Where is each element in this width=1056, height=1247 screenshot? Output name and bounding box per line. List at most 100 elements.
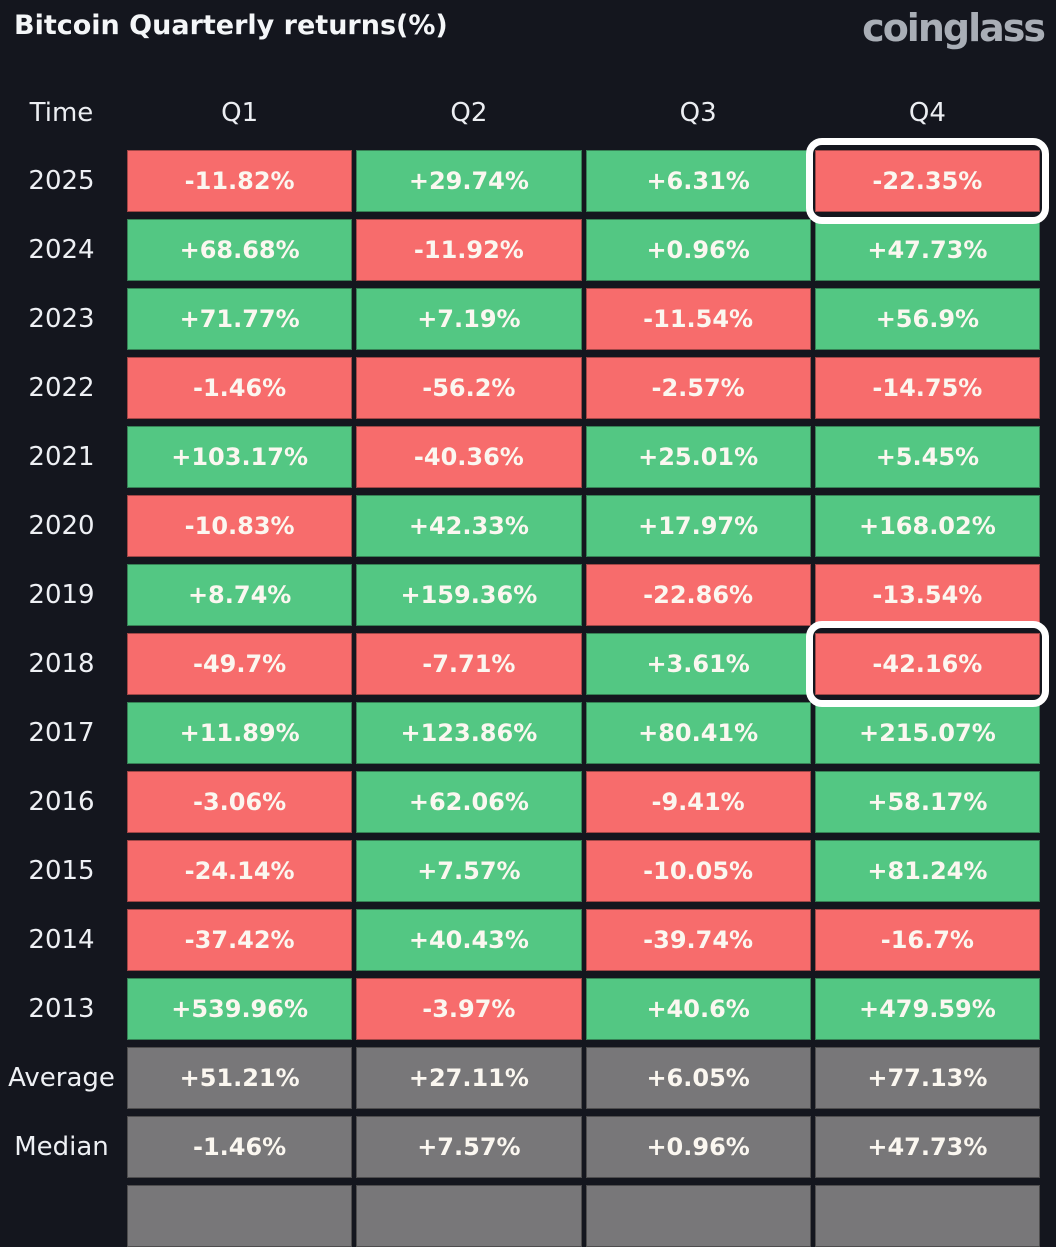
table-row-2025: 2025 -11.82% +29.74% +6.31% -22.35% xyxy=(0,138,1049,224)
cell-2014-q2: +40.43% xyxy=(356,909,582,971)
cell-partial-q3 xyxy=(585,1185,811,1247)
cell-average-q1: +51.21% xyxy=(127,1047,353,1109)
row-label: 2019 xyxy=(28,580,95,610)
cell-2020-q2: +42.33% xyxy=(356,495,582,557)
cell-partial-q1 xyxy=(127,1185,353,1247)
cell-2023-q4: +56.9% xyxy=(814,288,1040,350)
cell-2023-q1: +71.77% xyxy=(127,288,353,350)
highlight-ring xyxy=(805,138,1049,224)
col-header-time: Time xyxy=(29,98,94,128)
cell-2016-q2: +62.06% xyxy=(356,771,582,833)
cell-average-q4: +77.13% xyxy=(814,1047,1040,1109)
row-label: 2020 xyxy=(28,511,95,541)
cell-2020-q4: +168.02% xyxy=(814,495,1040,557)
highlight-ring xyxy=(805,621,1049,707)
table-header-row: Time Q1 Q2 Q3 Q4 xyxy=(0,96,1040,130)
cell-2017-q4: +215.07% xyxy=(814,702,1040,764)
cell-2022-q1: -1.46% xyxy=(127,357,353,419)
table-row-2023: 2023 +71.77% +7.19% -11.54% +56.9% xyxy=(0,288,1040,350)
cell-2017-q3: +80.41% xyxy=(585,702,811,764)
cell-2014-q1: -37.42% xyxy=(127,909,353,971)
cell-2021-q4: +5.45% xyxy=(814,426,1040,488)
row-label: 2023 xyxy=(28,304,95,334)
coinglass-logo[interactable]: coinglass xyxy=(862,6,1046,50)
cell-2017-q1: +11.89% xyxy=(127,702,353,764)
table-row-partial xyxy=(0,1185,1040,1247)
col-header-q3: Q3 xyxy=(679,98,717,128)
cell-2013-q1: +539.96% xyxy=(127,978,353,1040)
cell-2019-q1: +8.74% xyxy=(127,564,353,626)
cell-average-q2: +27.11% xyxy=(356,1047,582,1109)
cell-median-q2: +7.57% xyxy=(356,1116,582,1178)
cell-median-q1: -1.46% xyxy=(127,1116,353,1178)
cell-2023-q3: -11.54% xyxy=(585,288,811,350)
row-label: 2016 xyxy=(28,787,95,817)
cell-2024-q2: -11.92% xyxy=(356,219,582,281)
cell-2017-q2: +123.86% xyxy=(356,702,582,764)
cell-2022-q4: -14.75% xyxy=(814,357,1040,419)
table-row-2021: 2021 +103.17% -40.36% +25.01% +5.45% xyxy=(0,426,1040,488)
cell-median-q3: +0.96% xyxy=(585,1116,811,1178)
row-label: 2025 xyxy=(28,166,95,196)
table-row-2017: 2017 +11.89% +123.86% +80.41% +215.07% xyxy=(0,702,1040,764)
cell-2021-q2: -40.36% xyxy=(356,426,582,488)
page-title: Bitcoin Quarterly returns(%) xyxy=(14,10,448,41)
cell-2016-q4: +58.17% xyxy=(814,771,1040,833)
cell-2022-q2: -56.2% xyxy=(356,357,582,419)
cell-2018-q1: -49.7% xyxy=(127,633,353,695)
row-label: 2014 xyxy=(28,925,95,955)
cell-2013-q2: -3.97% xyxy=(356,978,582,1040)
table-row-2014: 2014 -37.42% +40.43% -39.74% -16.7% xyxy=(0,909,1040,971)
cell-2014-q3: -39.74% xyxy=(585,909,811,971)
cell-2020-q1: -10.83% xyxy=(127,495,353,557)
table-row-2024: 2024 +68.68% -11.92% +0.96% +47.73% xyxy=(0,219,1040,281)
table-row-average: Average +51.21% +27.11% +6.05% +77.13% xyxy=(0,1047,1040,1109)
row-label: Median xyxy=(14,1132,109,1162)
cell-2019-q4: -13.54% xyxy=(814,564,1040,626)
row-label: Average xyxy=(8,1063,115,1093)
cell-2019-q2: +159.36% xyxy=(356,564,582,626)
cell-2019-q3: -22.86% xyxy=(585,564,811,626)
cell-2024-q1: +68.68% xyxy=(127,219,353,281)
cell-2021-q3: +25.01% xyxy=(585,426,811,488)
table-row-2020: 2020 -10.83% +42.33% +17.97% +168.02% xyxy=(0,495,1040,557)
col-header-q2: Q2 xyxy=(450,98,488,128)
row-label: 2022 xyxy=(28,373,95,403)
quarterly-returns-table: Time Q1 Q2 Q3 Q4 2025 -11.82% +29.74% +6.31% -22… xyxy=(0,96,1049,1247)
cell-average-q3: +6.05% xyxy=(585,1047,811,1109)
row-label: 2017 xyxy=(28,718,95,748)
cell-2013-q4: +479.59% xyxy=(814,978,1040,1040)
cell-2025-q3: +6.31% xyxy=(585,150,811,212)
cell-partial-q2 xyxy=(356,1185,582,1247)
table-row-2016: 2016 -3.06% +62.06% -9.41% +58.17% xyxy=(0,771,1040,833)
cell-2018-q4: -42.16% xyxy=(805,621,1049,707)
col-header-q4: Q4 xyxy=(908,98,946,128)
cell-2014-q4: -16.7% xyxy=(814,909,1040,971)
cell-2015-q4: +81.24% xyxy=(814,840,1040,902)
row-label: 2013 xyxy=(28,994,95,1024)
page-header: Bitcoin Quarterly returns(%) coinglass xyxy=(0,0,1056,60)
cell-2015-q2: +7.57% xyxy=(356,840,582,902)
cell-2018-q3: +3.61% xyxy=(585,633,811,695)
cell-2024-q3: +0.96% xyxy=(585,219,811,281)
cell-2025-q2: +29.74% xyxy=(356,150,582,212)
cell-2016-q3: -9.41% xyxy=(585,771,811,833)
cell-2016-q1: -3.06% xyxy=(127,771,353,833)
table-row-median: Median -1.46% +7.57% +0.96% +47.73% xyxy=(0,1116,1040,1178)
col-header-q1: Q1 xyxy=(221,98,259,128)
cell-2022-q3: -2.57% xyxy=(585,357,811,419)
table-row-2015: 2015 -24.14% +7.57% -10.05% +81.24% xyxy=(0,840,1040,902)
cell-2021-q1: +103.17% xyxy=(127,426,353,488)
cell-2015-q1: -24.14% xyxy=(127,840,353,902)
cell-2013-q3: +40.6% xyxy=(585,978,811,1040)
row-label xyxy=(0,1185,123,1247)
row-label: 2018 xyxy=(28,649,95,679)
cell-2025-q1: -11.82% xyxy=(127,150,353,212)
cell-2025-q4: -22.35% xyxy=(805,138,1049,224)
row-label: 2024 xyxy=(28,235,95,265)
cell-2018-q2: -7.71% xyxy=(356,633,582,695)
cell-partial-q4 xyxy=(814,1185,1040,1247)
table-row-2022: 2022 -1.46% -56.2% -2.57% -14.75% xyxy=(0,357,1040,419)
cell-2020-q3: +17.97% xyxy=(585,495,811,557)
table-row-2013: 2013 +539.96% -3.97% +40.6% +479.59% xyxy=(0,978,1040,1040)
